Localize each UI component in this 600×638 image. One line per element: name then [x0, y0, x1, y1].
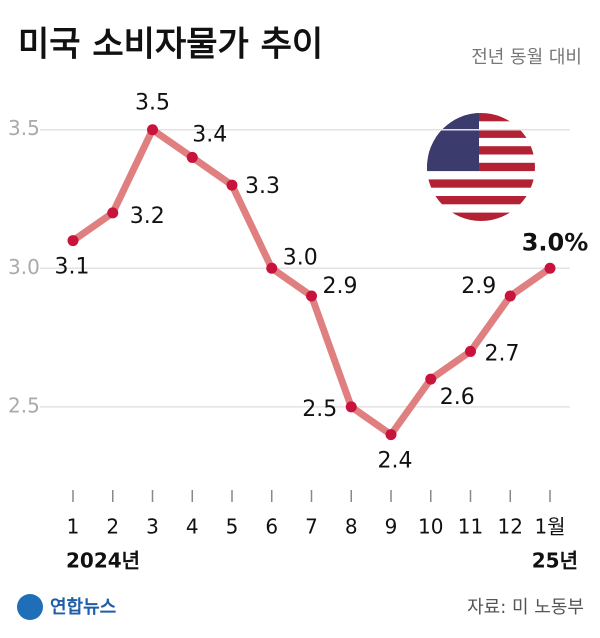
- value-label: 3.1: [55, 255, 90, 280]
- source: 자료: 미 노동부: [467, 597, 584, 618]
- logo-mark: [17, 594, 43, 620]
- point: [226, 179, 238, 191]
- value-label: 3.0%: [522, 228, 589, 256]
- point: [544, 262, 556, 274]
- value-label: 3.5: [135, 91, 170, 116]
- point: [345, 401, 357, 413]
- point: [465, 345, 476, 357]
- logo: 연합뉴스: [50, 596, 116, 618]
- x-tick-label: 11: [458, 515, 483, 539]
- value-label: 3.3: [245, 174, 280, 199]
- value-label: 2.9: [323, 274, 358, 299]
- point: [67, 235, 79, 247]
- x-tick-label: 6: [265, 515, 278, 539]
- value-label: 3.4: [192, 122, 227, 147]
- value-label: 2.5: [302, 397, 337, 422]
- value-label: 2.9: [461, 274, 496, 299]
- value-label: 2.6: [440, 385, 475, 410]
- y-tick-label: 2.5: [8, 393, 40, 417]
- x-tick-label: 7: [305, 515, 318, 539]
- x-tick-label: 4: [186, 515, 199, 539]
- x-tick-label: 3: [146, 515, 159, 539]
- year-label: 2024년: [66, 549, 140, 573]
- point: [504, 290, 516, 302]
- subtitle: 전년 동월 대비: [471, 47, 582, 68]
- x-tick-label: 9: [385, 515, 398, 539]
- point: [425, 373, 437, 385]
- point: [306, 290, 317, 302]
- year-label: 25년: [532, 549, 578, 573]
- x-tick-label: 8: [345, 515, 358, 539]
- point: [385, 429, 397, 441]
- x-tick-label: 12: [498, 515, 523, 539]
- x-tick-label: 2: [106, 515, 119, 539]
- x-tick-label: 5: [226, 515, 239, 539]
- y-tick-label: 3.5: [8, 116, 40, 140]
- x-tick-label: 1: [67, 515, 80, 539]
- value-label: 3.0: [283, 245, 318, 270]
- x-tick-label: 10: [418, 515, 443, 539]
- y-tick-label: 3.0: [8, 255, 40, 279]
- point: [107, 207, 119, 219]
- value-label: 2.7: [485, 341, 520, 366]
- chart-title: 미국 소비자물가 추이: [18, 25, 323, 65]
- point: [186, 151, 198, 163]
- value-label: 2.4: [378, 449, 413, 474]
- point: [147, 124, 158, 136]
- x-tick-label: 1월: [534, 515, 565, 539]
- value-label: 3.2: [130, 204, 165, 229]
- point: [266, 262, 278, 274]
